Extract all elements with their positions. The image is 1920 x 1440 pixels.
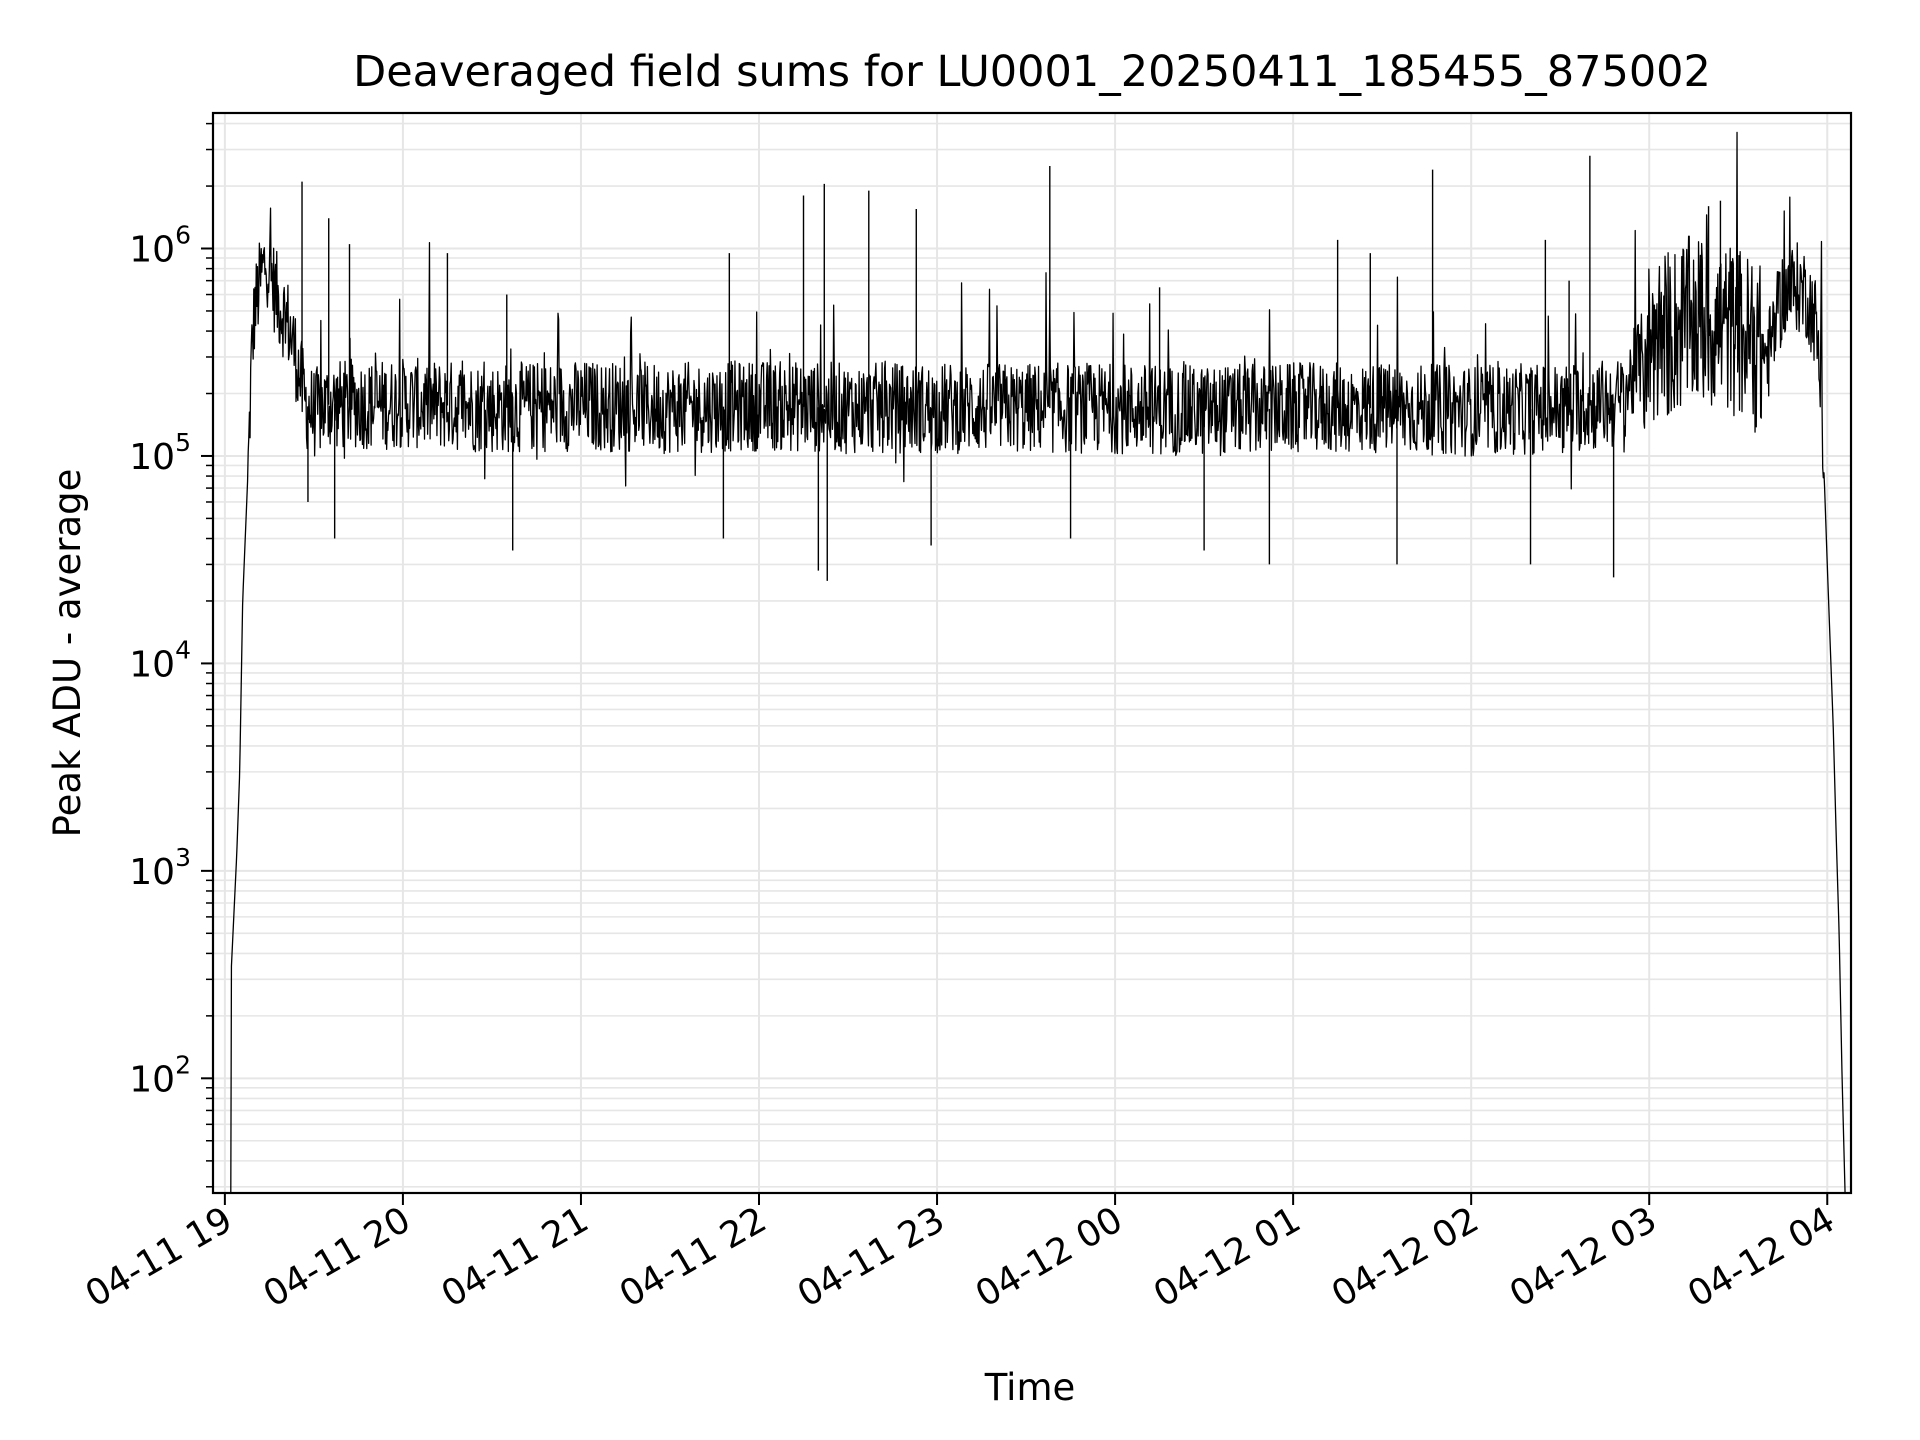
y-tick-exponent: 4 xyxy=(175,635,191,664)
y-tick-label: 103 xyxy=(129,843,191,893)
y-tick-label: 106 xyxy=(129,221,191,271)
y-tick-exponent: 5 xyxy=(175,428,191,457)
y-tick-base: 10 xyxy=(129,230,175,271)
y-tick-exponent: 3 xyxy=(175,843,191,872)
y-tick-label: 102 xyxy=(129,1050,191,1100)
x-axis-label: Time xyxy=(984,1366,1076,1409)
chart-title: Deaveraged field sums for LU0001_2025041… xyxy=(353,47,1711,97)
y-tick-exponent: 6 xyxy=(175,221,191,250)
y-tick-base: 10 xyxy=(129,644,175,685)
y-tick-base: 10 xyxy=(129,1059,175,1100)
y-tick-base: 10 xyxy=(129,852,175,893)
y-tick-exponent: 2 xyxy=(175,1050,191,1079)
series-line xyxy=(230,131,1846,1193)
plot-frame xyxy=(211,111,1853,1195)
y-axis-label: Peak ADU - average xyxy=(46,469,89,838)
y-tick-base: 10 xyxy=(129,437,175,478)
y-tick-label: 104 xyxy=(129,635,191,685)
data-series xyxy=(230,131,1846,1193)
y-tick-label: 105 xyxy=(129,428,191,478)
